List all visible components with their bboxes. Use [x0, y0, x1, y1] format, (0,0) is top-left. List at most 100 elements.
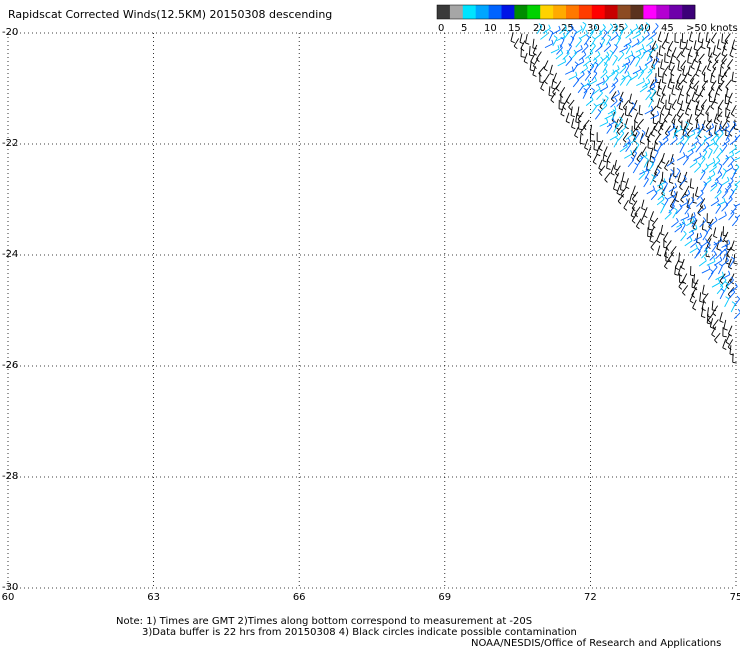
wind-barb	[635, 55, 641, 67]
wind-barb	[700, 307, 706, 319]
wind-barb	[571, 118, 576, 130]
wind-barb	[613, 180, 618, 191]
wind-barb	[653, 120, 659, 132]
wind-barb	[687, 143, 696, 153]
wind-barb	[661, 73, 667, 84]
wind-barb	[571, 28, 577, 40]
colorbar-label: 10	[484, 23, 497, 34]
wind-barb	[677, 94, 682, 106]
wind-barb	[632, 30, 641, 39]
wind-barb	[696, 189, 704, 200]
wind-barb	[601, 51, 610, 62]
wind-barb	[710, 197, 720, 207]
colorbar-label: 20	[533, 23, 546, 34]
wind-barb	[565, 66, 574, 75]
wind-barb	[719, 288, 725, 300]
wind-barb	[664, 52, 669, 64]
wind-barb	[712, 157, 721, 168]
longitude-label: 66	[292, 592, 306, 603]
wind-barb	[653, 168, 661, 179]
wind-barb	[716, 39, 722, 50]
wind-barb	[724, 182, 732, 193]
wind-barb	[716, 239, 721, 251]
wind-barb	[617, 130, 625, 141]
wind-barb	[635, 218, 642, 230]
wind-barb	[552, 35, 558, 47]
wind-barb	[646, 50, 652, 62]
wind-barb	[523, 52, 528, 64]
wind-barb	[629, 193, 634, 205]
wind-barb	[676, 51, 683, 62]
wind-barb	[719, 312, 724, 323]
wind-barb	[714, 332, 721, 344]
wind-barb	[648, 30, 657, 40]
wind-barb	[647, 63, 656, 74]
wind-barb	[619, 63, 627, 74]
wind-barb	[707, 147, 713, 159]
wind-barb	[711, 300, 717, 312]
wind-barb	[619, 44, 628, 53]
wind-barb	[583, 83, 591, 94]
wind-barb	[714, 52, 721, 64]
wind-barb	[723, 319, 728, 331]
wind-barb	[624, 105, 630, 117]
wind-barb	[676, 106, 682, 118]
wind-barb	[684, 236, 693, 247]
wind-barb	[679, 85, 684, 97]
wind-barb	[726, 100, 731, 112]
wind-barb	[603, 42, 612, 52]
wind-barb	[641, 199, 646, 211]
wind-barb	[681, 189, 691, 199]
wind-barb	[604, 172, 611, 183]
wind-barb	[619, 123, 627, 134]
wind-barb	[642, 78, 651, 88]
wind-barb	[657, 190, 665, 201]
wind-barb	[720, 71, 727, 83]
wind-barb	[693, 232, 703, 242]
wind-barb	[606, 23, 614, 34]
wind-barb	[590, 57, 598, 68]
wind-barb	[656, 232, 661, 244]
wind-barb	[581, 21, 587, 33]
wind-barb	[716, 147, 723, 159]
wind-barb	[579, 29, 588, 39]
wind-barb	[710, 181, 718, 192]
wind-barb	[649, 152, 654, 163]
wind-barb	[681, 33, 687, 44]
colorbar-label: 45	[661, 23, 674, 34]
colorbar-label: 35	[612, 23, 625, 34]
wind-barb	[639, 166, 648, 175]
wind-barb	[650, 240, 657, 251]
wind-barb	[577, 111, 584, 123]
colorbar-segment	[527, 5, 541, 19]
latitude-label: -22	[2, 138, 19, 149]
wind-barb	[701, 38, 706, 50]
wind-barb	[583, 34, 590, 46]
wind-barb	[683, 72, 688, 84]
wind-barb	[697, 123, 705, 134]
wind-barb	[682, 273, 688, 285]
wind-barb	[657, 140, 663, 152]
wind-barb	[649, 226, 655, 238]
wind-barb	[680, 230, 687, 242]
wind-barb	[625, 178, 630, 190]
wind-barb	[590, 103, 597, 114]
wind-barb	[714, 171, 723, 182]
wind-barb	[698, 204, 707, 214]
wind-barb	[598, 24, 606, 35]
wind-barb	[585, 49, 594, 59]
wind-barb	[731, 168, 737, 180]
wind-barb	[734, 150, 740, 155]
wind-barb	[710, 263, 718, 275]
wind-barb	[594, 30, 603, 40]
wind-barb	[617, 50, 625, 62]
wind-barb	[565, 55, 573, 67]
wind-barb	[560, 93, 565, 104]
wind-barb	[693, 152, 702, 162]
wind-barb	[660, 224, 665, 236]
wind-barb	[707, 170, 716, 180]
wind-barb	[690, 238, 698, 248]
wind-barb	[612, 23, 619, 34]
wind-barb	[723, 66, 731, 78]
colorbar-label: >50 knots	[686, 23, 738, 34]
